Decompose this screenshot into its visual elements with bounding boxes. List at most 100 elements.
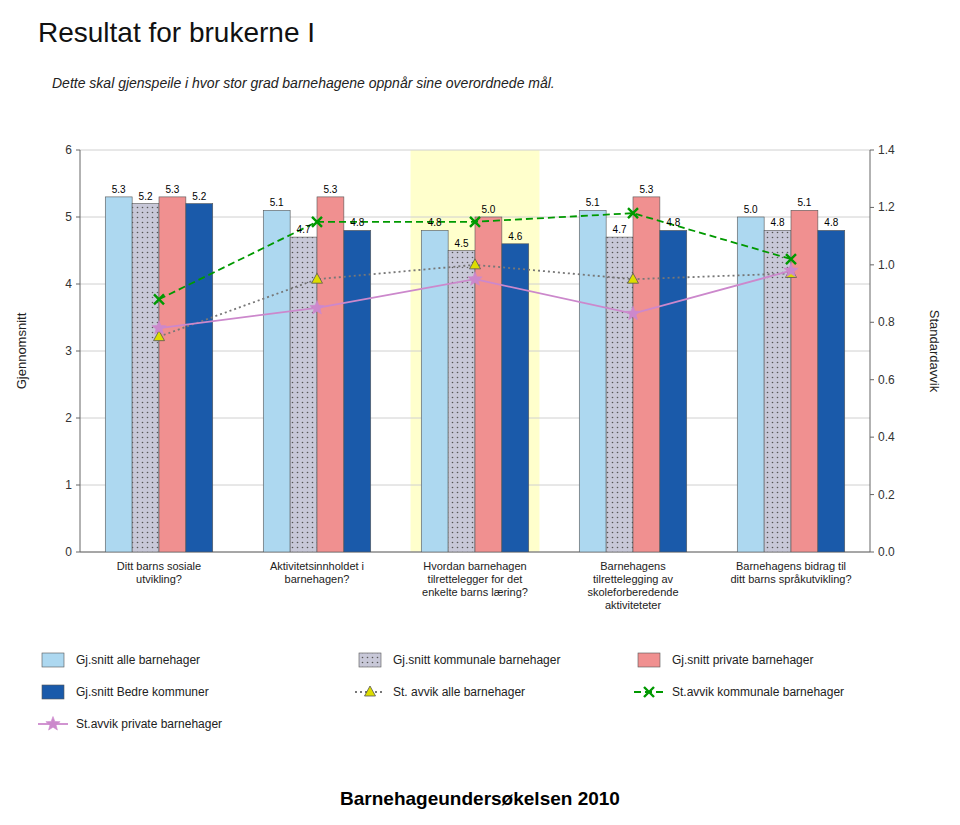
marker-star (784, 263, 798, 277)
bar (290, 237, 317, 552)
data-label: 4.8 (428, 217, 442, 228)
subtitle: Dette skal gjenspeile i hvor stor grad b… (52, 75, 555, 91)
data-label: 5.3 (112, 184, 126, 195)
marker-triangle (365, 686, 376, 696)
data-label: 4.7 (613, 224, 627, 235)
data-label: 5.3 (323, 184, 337, 195)
grid (80, 150, 870, 552)
y2-axis-label: Standardavvik (927, 310, 942, 393)
legend-label: Gj.snitt kommunale barnehager (393, 653, 560, 667)
legend: Gj.snitt alle barnehager Gj.snitt kommuna… (38, 653, 844, 731)
data-label: 5.3 (165, 184, 179, 195)
bar (263, 210, 290, 552)
y-tick (76, 351, 80, 352)
y-tick (76, 552, 80, 553)
y2-tick (870, 379, 874, 380)
data-label: 5.2 (192, 191, 206, 202)
x-tick-label-line: ditt barns språkutvikling? (730, 573, 851, 585)
y-axis (80, 150, 81, 552)
marker-star (152, 321, 166, 335)
data-label: 5.2 (139, 191, 153, 202)
y2-tick-label: 1.0 (878, 258, 895, 272)
y2-tick (870, 494, 874, 495)
x-tick-label-line: tilrettelegger for det (428, 573, 523, 585)
bar (448, 251, 475, 553)
marker-x (470, 217, 480, 227)
x-tick-label: Hvordan barnehagentilrettelegger for det… (422, 560, 528, 598)
legend-label: St. avvik alle barnehager (393, 685, 525, 699)
x-tick-label-line: aktiviteteter (605, 599, 662, 611)
line (159, 265, 791, 337)
marker-star (310, 300, 324, 314)
x-tick-label-line: Barnehagens bidrag til (736, 560, 846, 572)
y-tick (76, 284, 80, 285)
y2-tick-label: 0.8 (878, 315, 895, 329)
bar (633, 197, 660, 552)
bar (421, 230, 448, 552)
legend-label: Gj.snitt alle barnehager (76, 653, 200, 667)
x-tick-label-line: skoleforberedende (587, 586, 678, 598)
bar (317, 197, 344, 552)
y2-tick-label: 0.4 (878, 430, 895, 444)
bar (737, 217, 764, 552)
data-labels: 5.35.14.85.15.05.24.74.54.74.85.35.35.05… (112, 184, 839, 249)
legend-label: Gj.snitt private barnehager (672, 653, 813, 667)
y-tick-label: 3 (65, 344, 72, 358)
bar (186, 204, 213, 552)
grid-line (80, 150, 870, 151)
x-tick-label-line: utvikling? (136, 573, 182, 585)
x-tick-label: Barnehagenstilrettelegging avskoleforber… (587, 560, 678, 611)
y-tick-label: 1 (65, 478, 72, 492)
y-tick (76, 418, 80, 419)
y2-tick-label: 0.0 (878, 545, 895, 559)
data-label: 5.0 (744, 204, 758, 215)
bar (818, 230, 845, 552)
highlight-band (411, 150, 540, 552)
legend-label: St.avvik private barnehager (76, 717, 222, 731)
line (159, 213, 791, 299)
chart: Resultat for brukerne I Dette skal gjensp… (0, 0, 960, 825)
y2-tick (870, 150, 874, 151)
y2-tick-label: 0.2 (878, 488, 895, 502)
bar (132, 204, 159, 552)
data-label: 4.8 (350, 217, 364, 228)
y2-tick (870, 264, 874, 265)
legend-swatch (638, 653, 660, 667)
marker-star (626, 306, 640, 320)
y-axis-label: Gjennomsnitt (14, 312, 29, 389)
y-tick (76, 485, 80, 486)
bar (606, 237, 633, 552)
marker-triangle (470, 259, 481, 269)
data-label: 4.7 (297, 224, 311, 235)
x-tick-label-line: Barnehagens (600, 560, 666, 572)
marker-triangle (312, 273, 323, 283)
y2-tick (870, 322, 874, 323)
y-tick-label: 6 (65, 143, 72, 157)
y-tick-label: 4 (65, 277, 72, 291)
legend-label: St.avvik kommunale barnehager (672, 685, 844, 699)
marker-star (468, 272, 482, 286)
marker-star (46, 717, 60, 731)
bar (105, 197, 132, 552)
y2-tick-label: 0.6 (878, 373, 895, 387)
data-label: 4.8 (824, 217, 838, 228)
x-tick-label-line: Ditt barns sosiale (117, 560, 201, 572)
title: Resultat for brukerne I (38, 17, 315, 48)
x-tick-label: Ditt barns sosialeutvikling? (117, 560, 201, 585)
legend-label: Gj.snitt Bedre kommuner (76, 685, 209, 699)
x-tick-label-line: tilrettelegging av (593, 573, 674, 585)
data-label: 4.5 (455, 238, 469, 249)
x-tick-label: Barnehagens bidrag tilditt barns språkut… (730, 560, 851, 585)
data-label: 5.1 (270, 197, 284, 208)
y2-tick-label: 1.2 (878, 200, 895, 214)
y-tick-label: 5 (65, 210, 72, 224)
bar (159, 197, 186, 552)
bar (344, 230, 371, 552)
marker-x (154, 294, 164, 304)
line (159, 271, 791, 328)
marker-x (312, 217, 322, 227)
footer: Barnehageundersøkelsen 2010 (340, 788, 620, 809)
y2-tick (870, 207, 874, 208)
y-tick (76, 217, 80, 218)
legend-swatch (359, 653, 381, 667)
